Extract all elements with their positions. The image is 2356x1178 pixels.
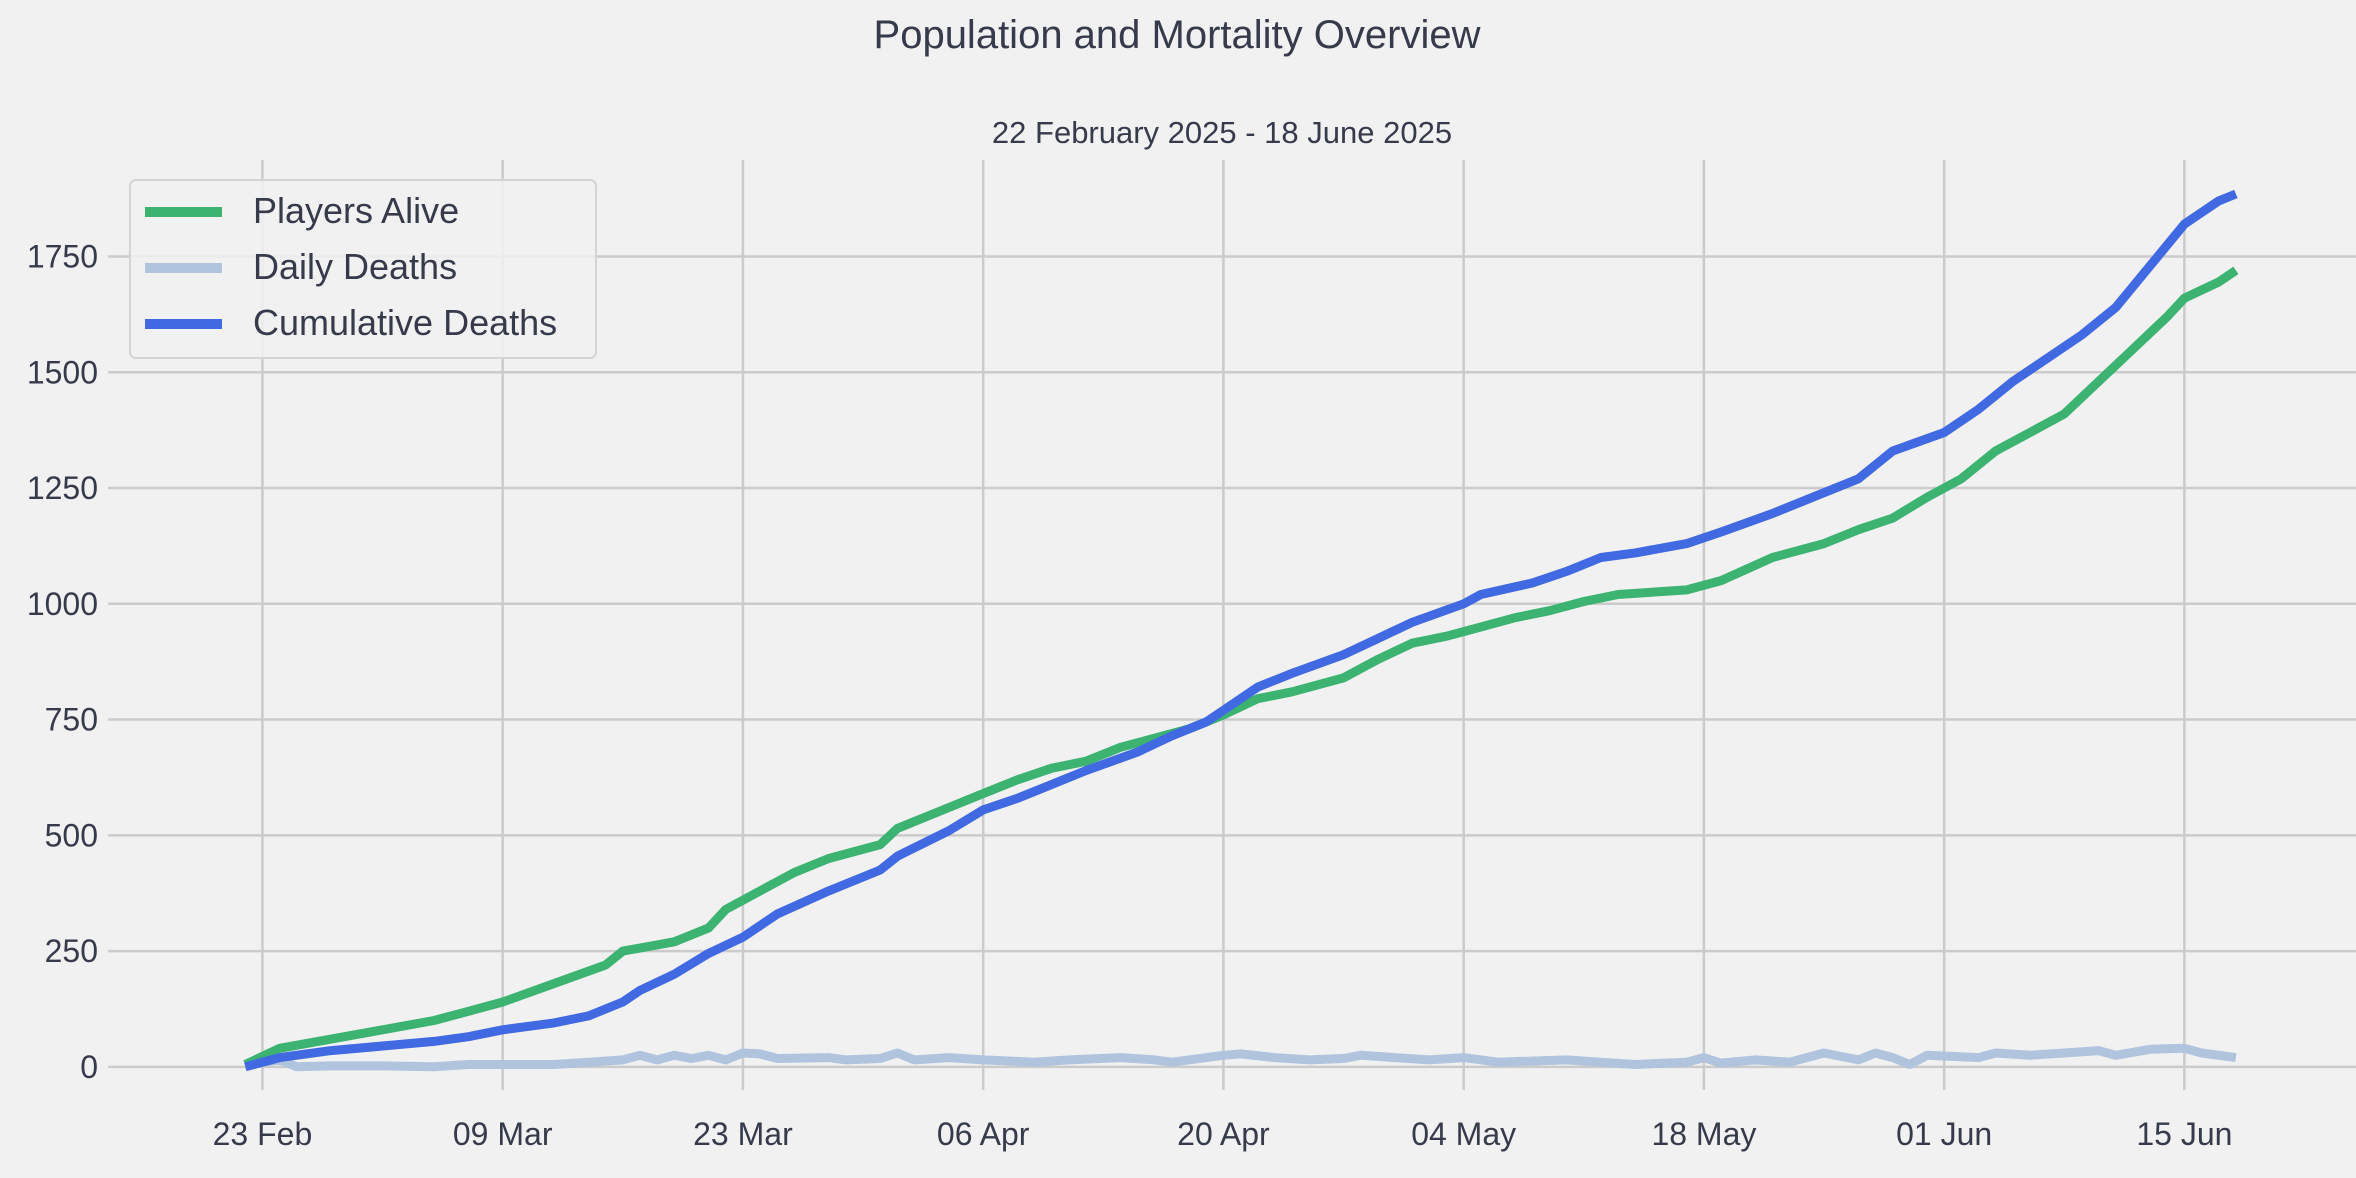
- chart-title: Population and Mortality Overview: [874, 13, 1481, 57]
- chart-subtitle: 22 February 2025 - 18 June 2025: [992, 115, 1452, 150]
- x-tick-label: 18 May: [1651, 1116, 1756, 1152]
- x-tick-label: 20 Apr: [1177, 1116, 1270, 1152]
- x-tick-label: 06 Apr: [937, 1116, 1030, 1152]
- y-tick-label: 1000: [27, 586, 98, 622]
- series-lines: [243, 189, 2239, 1072]
- x-tick-label: 04 May: [1411, 1116, 1516, 1152]
- x-tick-label: 23 Mar: [693, 1116, 793, 1152]
- y-tick-label: 1250: [27, 470, 98, 506]
- y-tick-label: 1500: [27, 354, 98, 390]
- legend: Players Alive Daily Deaths Cumulative Deat…: [129, 179, 597, 359]
- y-tick-label: 0: [80, 1049, 98, 1085]
- x-tick-label: 15 Jun: [2136, 1116, 2232, 1152]
- legend-label: Cumulative Deaths: [253, 302, 557, 343]
- grid: [108, 160, 2356, 1090]
- legend-label: Players Alive: [253, 190, 459, 231]
- series-line-players-alive: [243, 266, 2239, 1069]
- series-line-daily-deaths: [244, 1043, 2237, 1072]
- x-tick-label: 01 Jun: [1896, 1116, 1992, 1152]
- x-tick-label: 09 Mar: [453, 1116, 553, 1152]
- y-tick-label: 1750: [27, 239, 98, 275]
- y-tick-label: 750: [45, 702, 98, 738]
- y-tick-label: 500: [45, 817, 98, 853]
- legend-box: [129, 179, 597, 359]
- series-line-cumulative-deaths: [244, 189, 2238, 1072]
- x-tick-label: 23 Feb: [213, 1116, 313, 1152]
- y-tick-label: 250: [45, 933, 98, 969]
- axes: 0 250 500 750 1000 1250 1500 1750 23 Feb 09 Mar 23…: [27, 239, 2233, 1152]
- legend-label: Daily Deaths: [253, 246, 457, 287]
